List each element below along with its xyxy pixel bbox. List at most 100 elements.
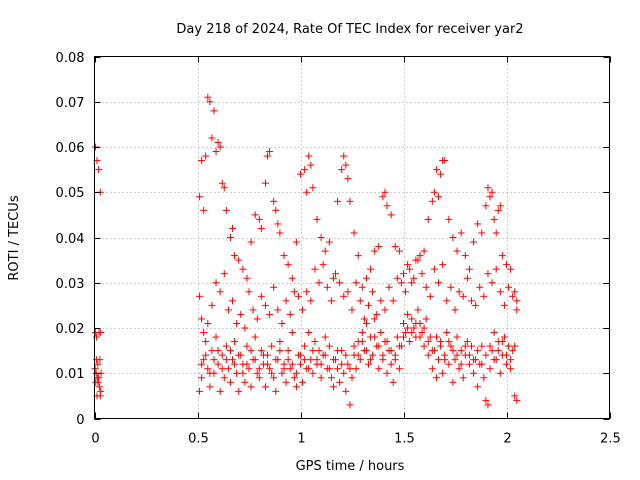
- data-point: [278, 369, 286, 377]
- data-point: [408, 315, 416, 323]
- data-point: [301, 356, 309, 364]
- data-point: [494, 206, 502, 214]
- data-point: [424, 351, 432, 359]
- data-point: [344, 175, 352, 183]
- data-point: [443, 329, 451, 337]
- data-point: [478, 229, 486, 237]
- data-point: [220, 270, 228, 278]
- data-point: [387, 360, 395, 368]
- data-point: [317, 374, 325, 382]
- data-point: [465, 265, 473, 273]
- data-point: [284, 356, 292, 364]
- y-tick-label: 0.05: [56, 186, 85, 201]
- data-point: [270, 197, 278, 205]
- data-point: [218, 365, 226, 373]
- data-point: [443, 297, 451, 305]
- data-point: [231, 360, 239, 368]
- data-point: [484, 401, 492, 409]
- data-point: [472, 301, 480, 309]
- data-point: [435, 279, 443, 287]
- data-point: [286, 365, 294, 373]
- data-point: [459, 374, 467, 382]
- x-tick-label: 0: [91, 432, 99, 447]
- data-point: [507, 365, 515, 373]
- data-point: [457, 229, 465, 237]
- data-point: [286, 310, 294, 318]
- data-point: [309, 347, 317, 355]
- data-point: [321, 247, 329, 255]
- data-point: [346, 401, 354, 409]
- data-point: [375, 365, 383, 373]
- data-point: [218, 351, 226, 359]
- data-point: [278, 319, 286, 327]
- data-point: [435, 193, 443, 201]
- data-point: [229, 297, 237, 305]
- data-point: [340, 369, 348, 377]
- data-point: [206, 369, 214, 377]
- data-point: [270, 283, 278, 291]
- data-point: [348, 374, 356, 382]
- data-point: [350, 342, 358, 350]
- data-point: [414, 256, 422, 264]
- data-point: [212, 279, 220, 287]
- data-point: [272, 206, 280, 214]
- data-point: [486, 193, 494, 201]
- data-point: [301, 166, 309, 174]
- data-point: [503, 261, 510, 269]
- data-point: [509, 292, 517, 300]
- data-point: [503, 351, 510, 359]
- data-point: [381, 188, 389, 196]
- plot-frame: [94, 56, 610, 419]
- data-point: [476, 283, 484, 291]
- data-point: [412, 319, 420, 327]
- data-point: [317, 234, 325, 241]
- data-point: [509, 347, 517, 355]
- data-point: [340, 152, 348, 160]
- data-point: [494, 347, 502, 355]
- data-point: [410, 274, 418, 282]
- data-point: [441, 157, 449, 165]
- data-point: [377, 329, 385, 337]
- data-point: [344, 288, 352, 296]
- data-point: [362, 274, 370, 282]
- data-point: [257, 347, 265, 355]
- data-point: [245, 365, 253, 373]
- data-point: [404, 310, 412, 318]
- data-point: [379, 193, 387, 201]
- data-point: [383, 202, 391, 210]
- data-point: [288, 360, 296, 368]
- data-point: [369, 288, 377, 296]
- data-point: [95, 383, 103, 391]
- data-point: [352, 365, 360, 373]
- data-point: [253, 369, 261, 377]
- data-point: [432, 166, 440, 174]
- data-point: [303, 288, 311, 296]
- data-point: [503, 360, 510, 368]
- data-point: [375, 342, 383, 350]
- data-point: [214, 347, 222, 355]
- data-points: [91, 93, 521, 409]
- data-point: [465, 360, 473, 368]
- data-point: [305, 152, 313, 160]
- y-tick-label: 0.03: [56, 277, 85, 292]
- data-point: [451, 306, 459, 314]
- data-point: [204, 93, 212, 101]
- data-point: [367, 265, 375, 273]
- data-point: [435, 356, 443, 364]
- data-point: [245, 288, 253, 296]
- data-point: [408, 329, 416, 337]
- data-point: [402, 329, 410, 337]
- data-point: [463, 338, 471, 346]
- data-point: [426, 333, 434, 341]
- data-point: [251, 211, 259, 219]
- data-point: [325, 238, 333, 246]
- data-point: [259, 351, 267, 359]
- data-point: [385, 283, 393, 291]
- data-point: [447, 283, 455, 291]
- data-point: [204, 319, 212, 327]
- data-point: [422, 283, 430, 291]
- x-tick-label: 0.5: [188, 432, 209, 447]
- data-point: [224, 306, 232, 314]
- data-point: [220, 184, 228, 192]
- data-point: [414, 306, 422, 314]
